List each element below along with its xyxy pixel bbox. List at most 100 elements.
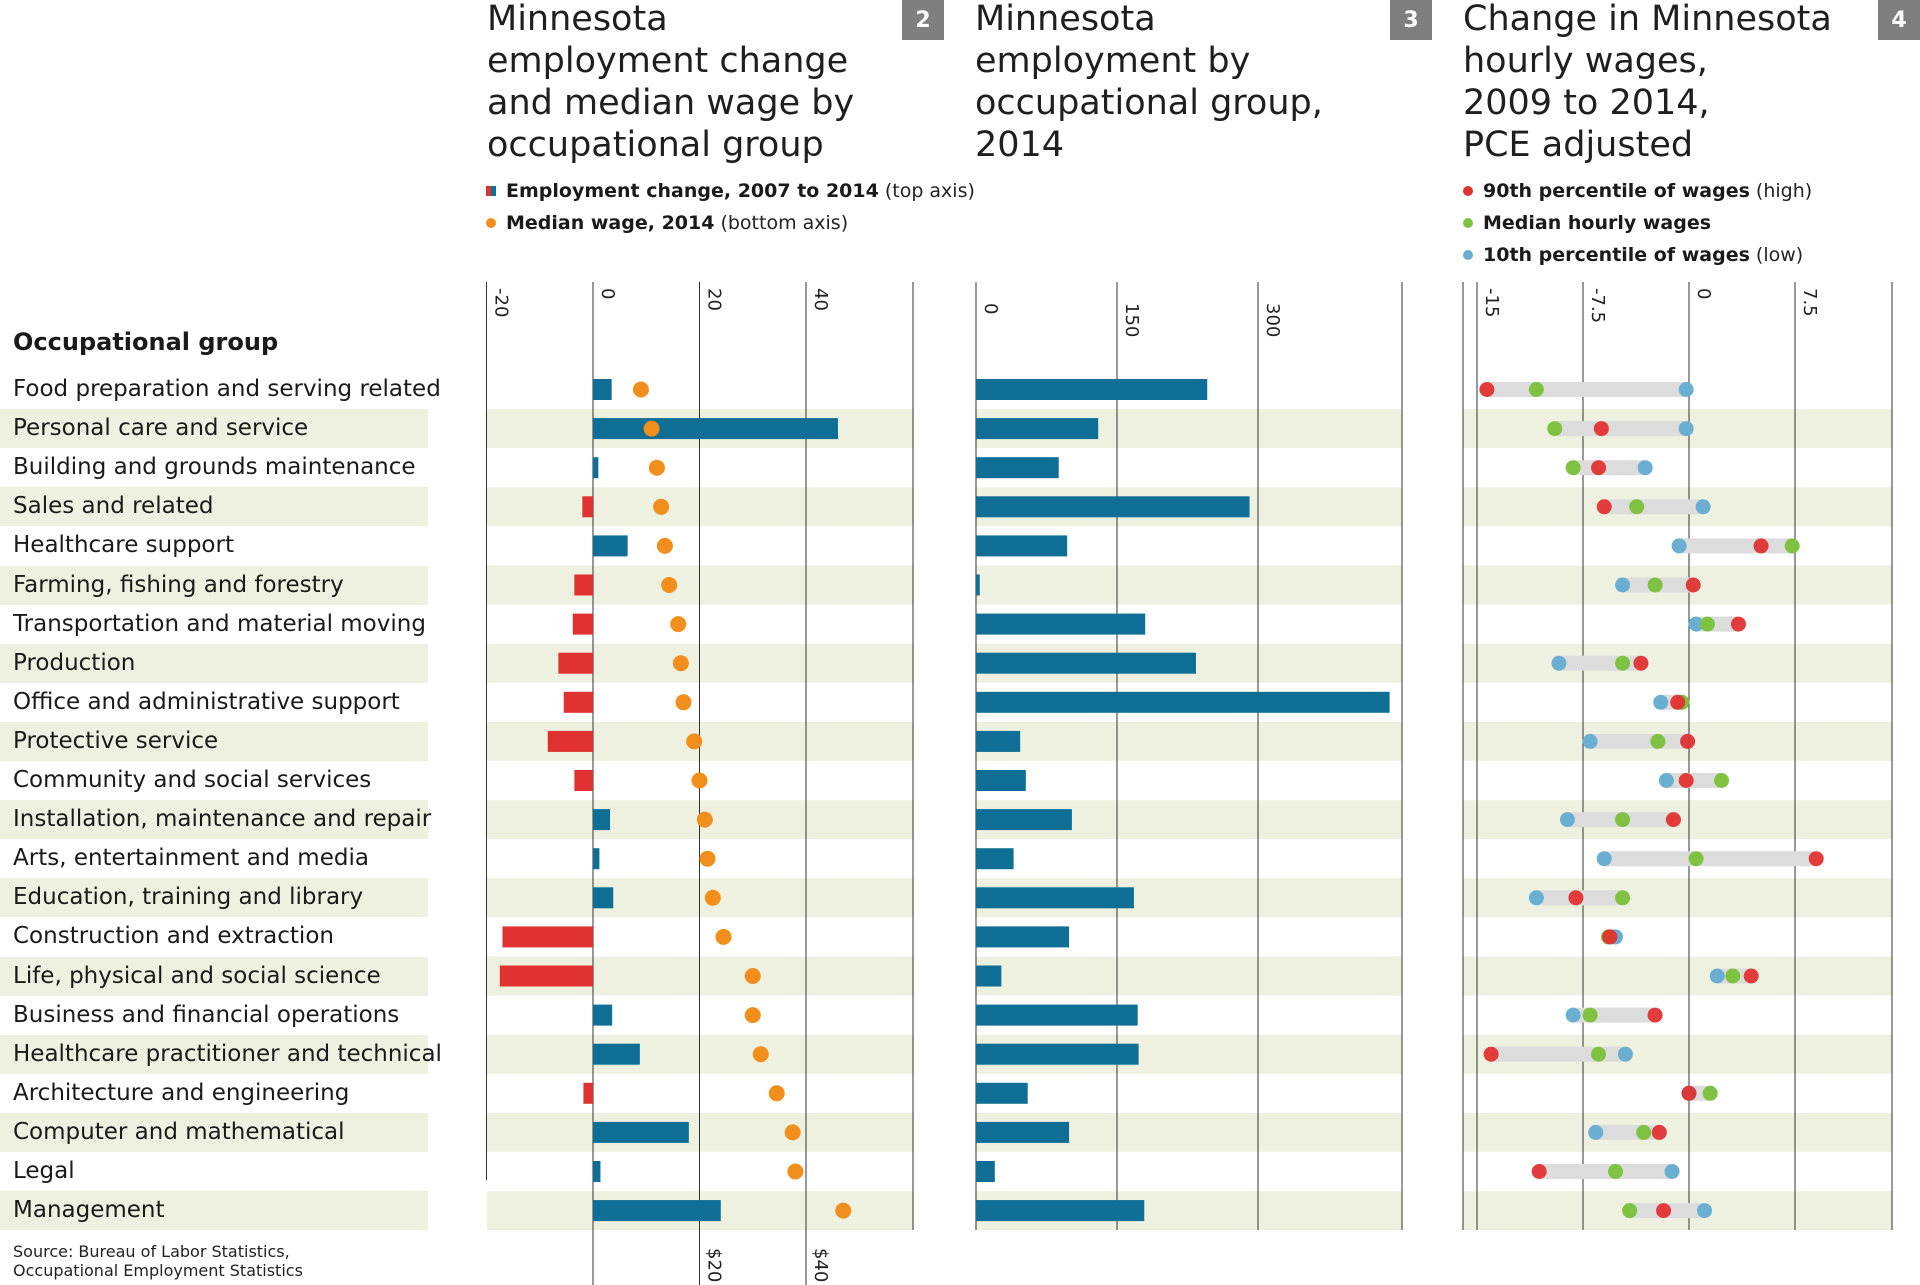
employment-bar bbox=[976, 457, 1059, 479]
wage-range-bar bbox=[1604, 499, 1704, 515]
row-label: Protective service bbox=[0, 721, 428, 761]
row-band bbox=[1463, 643, 1892, 683]
low-wage-dot bbox=[1596, 851, 1612, 867]
employment-bar bbox=[976, 1121, 1070, 1143]
high-wage-dot bbox=[1593, 421, 1609, 437]
median-wage-dot bbox=[1699, 616, 1715, 632]
low-wage-dot bbox=[1551, 655, 1567, 671]
median-wage-dot bbox=[1615, 890, 1631, 906]
median-wage-dot bbox=[1629, 499, 1645, 515]
low-wage-dot bbox=[1697, 1203, 1713, 1219]
row-label: Legal bbox=[13, 1158, 75, 1184]
legend-item-10th: 10th percentile of wages (low) bbox=[1463, 239, 1812, 271]
median-wage-dot bbox=[686, 733, 703, 750]
high-wage-dot bbox=[1531, 1164, 1547, 1179]
row-band bbox=[487, 643, 914, 683]
median-wage-dot bbox=[1528, 382, 1544, 397]
low-wage-dot bbox=[1528, 890, 1544, 906]
employment-bar bbox=[976, 926, 1070, 948]
employment-bar bbox=[976, 848, 1014, 870]
high-wage-dot bbox=[1591, 460, 1607, 476]
panel4-number-badge: 4 bbox=[1878, 0, 1920, 40]
median-wage-dot bbox=[835, 1202, 852, 1219]
employment-change-bar bbox=[583, 1082, 593, 1104]
median-wage-dot bbox=[1565, 460, 1581, 476]
panel4-title: Change in Minnesota hourly wages, 2009 to … bbox=[1463, 0, 1832, 165]
low-wage-dot bbox=[1615, 577, 1631, 593]
median-wage-dot bbox=[672, 655, 689, 672]
row-label: Personal care and service bbox=[0, 409, 428, 449]
low-wage-dot bbox=[1617, 1046, 1633, 1062]
row-label: Healthcare support bbox=[13, 532, 234, 559]
wage-range-bar bbox=[1604, 851, 1817, 867]
wage-range-bar bbox=[1539, 1164, 1673, 1179]
employment-bar bbox=[976, 1004, 1138, 1026]
row-band bbox=[487, 487, 914, 527]
high-wage-dot bbox=[1681, 1085, 1697, 1101]
median-wage-dot bbox=[784, 1124, 801, 1141]
wage-range-bar bbox=[1590, 733, 1688, 749]
x-axis-tick: 300 bbox=[1262, 303, 1283, 337]
employment-bar bbox=[976, 1082, 1028, 1104]
employment-change-bar bbox=[582, 496, 593, 518]
median-wage-dot bbox=[1615, 812, 1631, 828]
high-wage-dot bbox=[1665, 812, 1681, 828]
high-wage-dot bbox=[1483, 1046, 1499, 1062]
high-wage-dot bbox=[1670, 694, 1686, 710]
bottom-axis-tick: $40 bbox=[810, 1248, 831, 1282]
employment-change-bar bbox=[547, 730, 593, 752]
employment-change-bar bbox=[593, 379, 612, 400]
median-wage-dot bbox=[744, 1007, 761, 1024]
row-band bbox=[1463, 1112, 1892, 1152]
row-label: Computer and mathematical bbox=[0, 1112, 428, 1152]
row-band bbox=[975, 721, 1402, 761]
median-wage-dot bbox=[1688, 851, 1704, 867]
top-axis-tick: -20 bbox=[491, 288, 512, 317]
panel3-title: Minnesota employment by occupational group… bbox=[975, 0, 1323, 165]
median-wage-dot bbox=[670, 616, 687, 633]
employment-bar bbox=[976, 809, 1072, 831]
panel2-legend: Employment change, 2007 to 2014 (top axis… bbox=[486, 175, 975, 239]
row-band bbox=[487, 878, 914, 918]
low-wage-dot bbox=[1559, 812, 1575, 828]
row-label: Healthcare practitioner and technical bbox=[0, 1034, 442, 1074]
dot-icon bbox=[1463, 218, 1473, 228]
median-wage-dot bbox=[1608, 1164, 1624, 1179]
employment-change-bar bbox=[574, 574, 593, 596]
row-label: Farming, fishing and forestry bbox=[0, 565, 428, 605]
low-wage-dot bbox=[1709, 968, 1725, 984]
median-wage-dot bbox=[704, 889, 721, 906]
top-axis-tick: 20 bbox=[704, 288, 725, 311]
low-wage-dot bbox=[1671, 538, 1687, 554]
split-square-icon bbox=[486, 186, 496, 196]
top-axis-tick: 40 bbox=[810, 288, 831, 311]
employment-change-bar bbox=[593, 1004, 613, 1026]
row-band bbox=[487, 565, 914, 605]
employment-change-bar bbox=[593, 1043, 640, 1065]
high-wage-dot bbox=[1743, 968, 1759, 984]
low-wage-dot bbox=[1637, 460, 1653, 476]
median-wage-dot bbox=[1582, 1007, 1598, 1023]
employment-change-bar bbox=[593, 1200, 721, 1222]
employment-change-bar bbox=[593, 809, 611, 831]
employment-bar bbox=[976, 379, 1208, 400]
row-label: Education, training and library bbox=[0, 878, 428, 918]
row-label: Management bbox=[0, 1191, 428, 1231]
low-wage-dot bbox=[1678, 421, 1694, 437]
median-wage-dot bbox=[1636, 1124, 1652, 1140]
x-axis-tick: -7.5 bbox=[1587, 288, 1608, 323]
high-wage-dot bbox=[1730, 616, 1746, 632]
row-label: Installation, maintenance and repair bbox=[0, 800, 431, 840]
employment-change-bar bbox=[593, 418, 838, 440]
row-band bbox=[1463, 956, 1892, 996]
x-axis-tick: 7.5 bbox=[1799, 288, 1820, 317]
high-wage-dot bbox=[1678, 773, 1694, 788]
median-wage-dot bbox=[1591, 1046, 1607, 1062]
low-wage-dot bbox=[1695, 499, 1711, 515]
employment-bar bbox=[976, 1043, 1139, 1065]
employment-bar bbox=[976, 770, 1026, 791]
employment-bar bbox=[976, 1161, 995, 1182]
median-wage-dot bbox=[632, 381, 649, 398]
employment-change-bar bbox=[593, 1161, 601, 1182]
